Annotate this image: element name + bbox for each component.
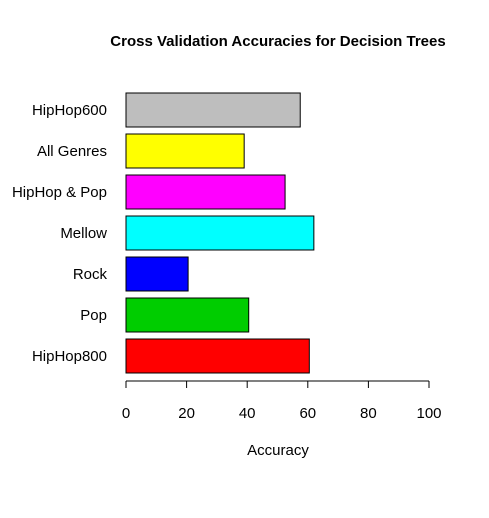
x-axis: 0 20 40 60 80 100 (122, 380, 442, 422)
category-label: HipHop800 (32, 348, 107, 365)
category-label: Rock (73, 266, 108, 283)
category-label: HipHop600 (32, 102, 107, 119)
x-tick-label: 0 (122, 405, 130, 422)
bar-rock (125, 256, 189, 292)
category-label: Pop (80, 307, 107, 324)
bar-hiphop-pop (125, 174, 286, 210)
x-tick-label: 100 (416, 405, 441, 422)
bar-all-genres (125, 133, 245, 169)
bars-group (125, 92, 315, 374)
x-tick-label: 80 (360, 405, 377, 422)
category-label: HipHop & Pop (12, 184, 107, 201)
category-label: All Genres (37, 143, 107, 160)
bar-mellow (125, 215, 315, 251)
bar-hiphop600 (125, 92, 301, 128)
chart-title: Cross Validation Accuracies for Decision… (110, 33, 445, 50)
category-label: Mellow (60, 225, 107, 242)
x-tick-label: 20 (178, 405, 195, 422)
x-tick-label: 40 (239, 405, 256, 422)
bar-hiphop800 (125, 338, 310, 374)
x-tick-label: 60 (299, 405, 316, 422)
category-labels: HipHop800 Pop Rock Mellow HipHop & Pop All Ge… (12, 102, 108, 365)
x-axis-label: Accuracy (247, 442, 309, 459)
bar-pop (125, 297, 250, 333)
